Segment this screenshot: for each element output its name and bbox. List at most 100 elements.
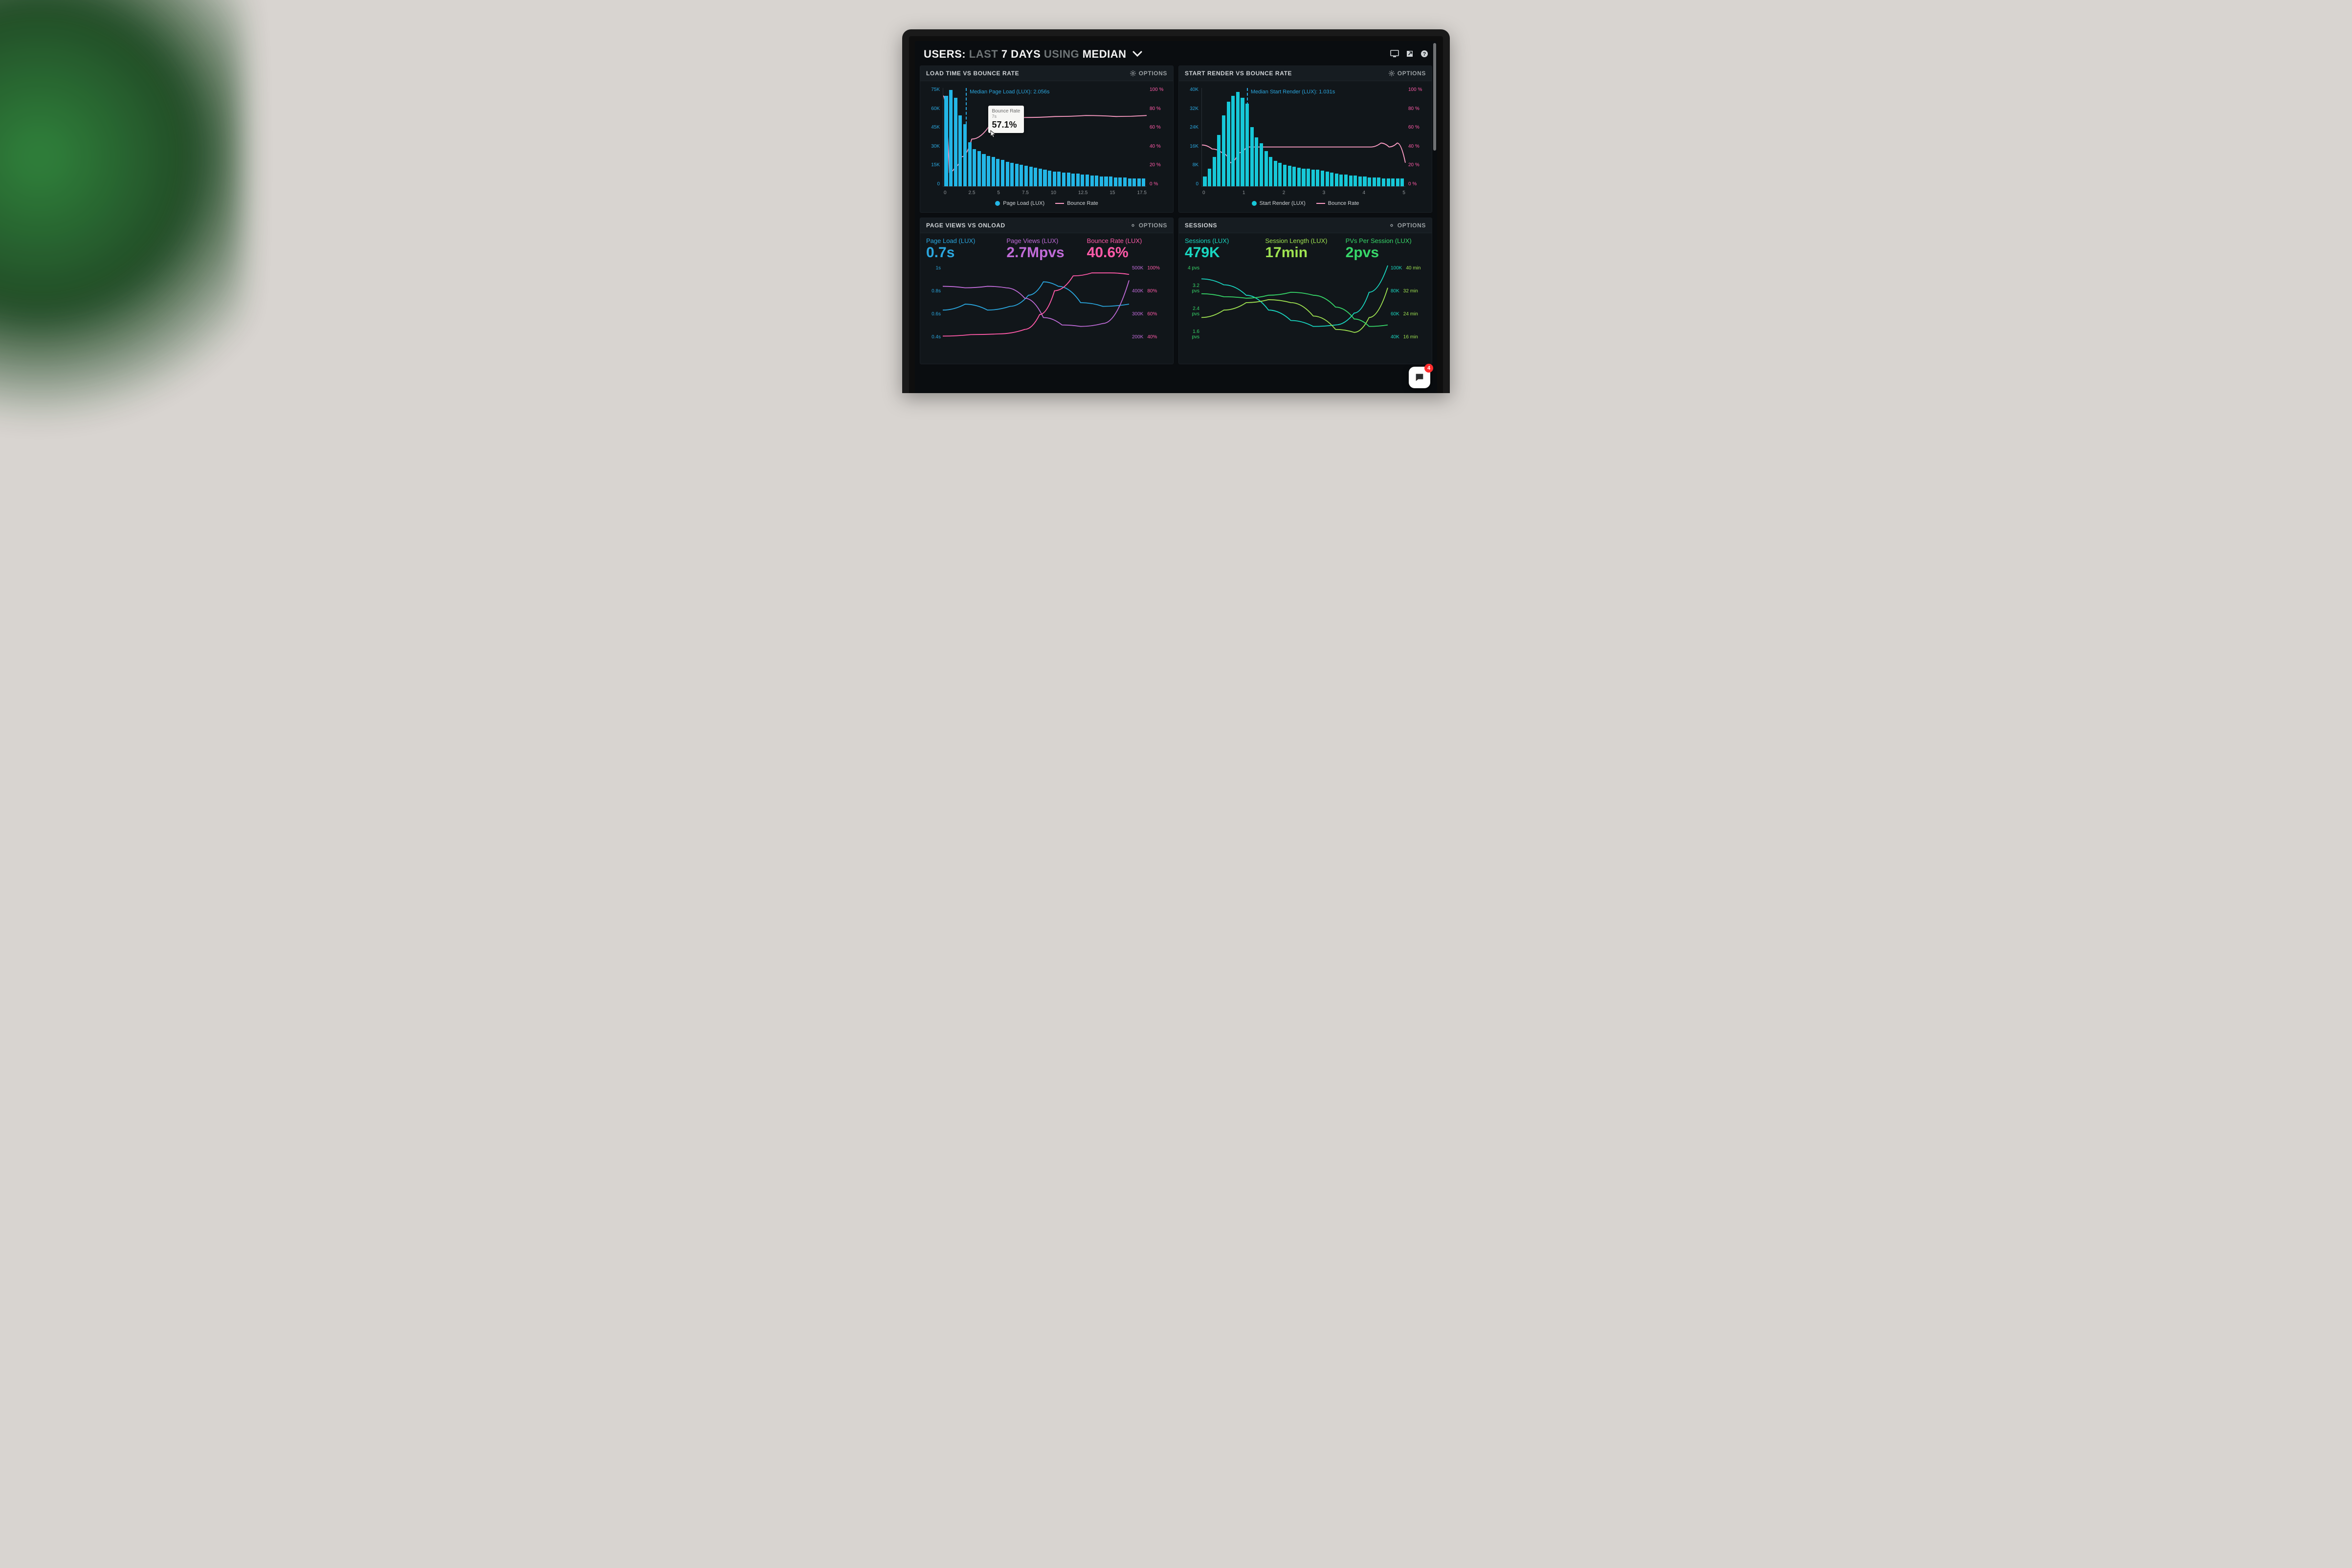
bar <box>1278 163 1282 186</box>
metric-value: 2pvs <box>1346 244 1426 262</box>
bar <box>987 156 990 186</box>
x-axis: 012345 <box>1202 190 1405 196</box>
y-axis-left: 75K60K45K30K15K0 <box>926 87 940 187</box>
legend: Start Render (LUX)Bounce Rate <box>1183 198 1428 210</box>
bar <box>1382 178 1385 186</box>
bar <box>1231 96 1235 186</box>
bar <box>1255 137 1258 187</box>
chart-container: 75K60K45K30K15K0 100 %80 %60 %40 %20 %0 … <box>920 81 1173 212</box>
panel-title: SESSIONS <box>1185 222 1217 229</box>
panel-header: LOAD TIME VS BOUNCE RATE OPTIONS <box>920 66 1173 81</box>
metrics-row: Sessions (LUX)479KSession Length (LUX)17… <box>1179 233 1432 262</box>
bar <box>1001 160 1004 186</box>
bar <box>1260 143 1263 186</box>
chart-load-bounce[interactable]: 75K60K45K30K15K0 100 %80 %60 %40 %20 %0 … <box>924 85 1169 198</box>
title-muted-1: LAST <box>969 48 998 60</box>
metric-value: 2.7Mpvs <box>1006 244 1087 262</box>
bar <box>1307 169 1310 186</box>
options-button[interactable]: OPTIONS <box>1389 70 1426 77</box>
bar <box>1142 178 1145 186</box>
page-title[interactable]: USERS: LAST 7 DAYS USING MEDIAN <box>924 48 1142 61</box>
bar <box>1104 177 1108 186</box>
bar <box>1048 171 1051 186</box>
bar <box>1339 175 1343 186</box>
options-button[interactable]: OPTIONS <box>1130 222 1167 229</box>
legend-item: Bounce Rate <box>1055 200 1098 206</box>
panel-grid: LOAD TIME VS BOUNCE RATE OPTIONS 75K60K4… <box>915 66 1437 364</box>
metric-label: Page Load (LUX) <box>926 237 1006 244</box>
monitor-icon[interactable] <box>1390 50 1399 59</box>
bar <box>1250 127 1254 186</box>
options-label: OPTIONS <box>1139 222 1167 229</box>
bar <box>1344 175 1348 186</box>
scrollbar[interactable] <box>1433 43 1436 151</box>
bar <box>1203 177 1206 186</box>
bar <box>1330 173 1333 186</box>
mini-chart[interactable]: 1s0.8s0.6s0.4s 500K100%400K80%300K60%200… <box>926 264 1167 342</box>
bar <box>1368 177 1371 186</box>
bar <box>1067 173 1070 186</box>
mini-chart[interactable]: 4 pvs3.2 pvs2.4 pvs1.6 pvs 100K40 min80K… <box>1185 264 1426 342</box>
options-button[interactable]: OPTIONS <box>1389 222 1426 229</box>
help-icon[interactable]: ? <box>1420 50 1428 59</box>
panel-header: PAGE VIEWS VS ONLOAD OPTIONS <box>920 218 1173 233</box>
metric-value: 40.6% <box>1087 244 1167 262</box>
bar <box>1236 92 1240 186</box>
header-actions: ? <box>1390 50 1428 59</box>
metric-value: 0.7s <box>926 244 1006 262</box>
panel-pageviews-vs-onload: PAGE VIEWS VS ONLOAD OPTIONS Page Load (… <box>920 218 1174 364</box>
tooltip-title: Bounce Rate <box>992 109 1021 114</box>
metric-label: Sessions (LUX) <box>1185 237 1265 244</box>
bar <box>1358 177 1362 186</box>
bar <box>1387 178 1390 186</box>
bar <box>1311 170 1315 186</box>
bar <box>996 159 999 186</box>
bar <box>1396 178 1399 186</box>
bar <box>944 96 948 186</box>
bar <box>1057 172 1061 186</box>
bar <box>1227 102 1230 186</box>
background-plant <box>0 0 244 479</box>
share-icon[interactable] <box>1406 50 1414 59</box>
bar <box>1297 168 1301 186</box>
bar <box>963 124 967 186</box>
bar <box>1109 177 1112 186</box>
bar <box>1274 161 1277 186</box>
title-bold-2: MEDIAN <box>1083 48 1127 60</box>
bar <box>1100 177 1103 186</box>
dashboard-screen: USERS: LAST 7 DAYS USING MEDIAN ? LOAD T… <box>915 41 1437 393</box>
lines <box>943 265 1129 340</box>
bar <box>977 151 981 186</box>
bar <box>1015 164 1019 186</box>
options-label: OPTIONS <box>1398 222 1426 229</box>
panel-start-render-vs-bounce: START RENDER VS BOUNCE RATE OPTIONS 40K3… <box>1178 66 1432 213</box>
bar <box>1316 170 1319 186</box>
bar <box>1010 163 1014 186</box>
y-axis-right: 100K40 min80K32 min60K24 min40K16 min <box>1391 265 1426 340</box>
gear-icon <box>1389 70 1395 76</box>
bar <box>982 154 985 186</box>
chevron-down-icon[interactable] <box>1132 48 1142 61</box>
options-button[interactable]: OPTIONS <box>1130 70 1167 77</box>
panel-load-vs-bounce: LOAD TIME VS BOUNCE RATE OPTIONS 75K60K4… <box>920 66 1174 213</box>
metric: PVs Per Session (LUX)2pvs <box>1346 237 1426 262</box>
bar <box>1269 157 1272 186</box>
plot-area <box>943 265 1129 340</box>
legend-item: Page Load (LUX) <box>995 200 1044 206</box>
gear-icon <box>1389 222 1395 228</box>
title-prefix: USERS: <box>924 48 966 60</box>
bar <box>1039 169 1042 186</box>
metric: Bounce Rate (LUX)40.6% <box>1087 237 1167 262</box>
bar <box>1132 178 1136 186</box>
y-axis-right: 100 %80 %60 %40 %20 %0 % <box>1150 87 1167 187</box>
bar <box>1245 104 1249 186</box>
chart-render-bounce[interactable]: 40K32K24K16K8K0 100 %80 %60 %40 %20 %0 %… <box>1183 85 1428 198</box>
bar <box>1391 178 1395 186</box>
chat-widget[interactable]: 4 <box>1409 367 1430 388</box>
chart-container: 40K32K24K16K8K0 100 %80 %60 %40 %20 %0 %… <box>1179 81 1432 212</box>
bar <box>1114 177 1117 186</box>
tooltip: Bounce Rate 7s 57.1% <box>988 106 1024 133</box>
panel-title: PAGE VIEWS VS ONLOAD <box>926 222 1005 229</box>
bar <box>1076 174 1080 186</box>
svg-text:?: ? <box>1423 51 1426 57</box>
